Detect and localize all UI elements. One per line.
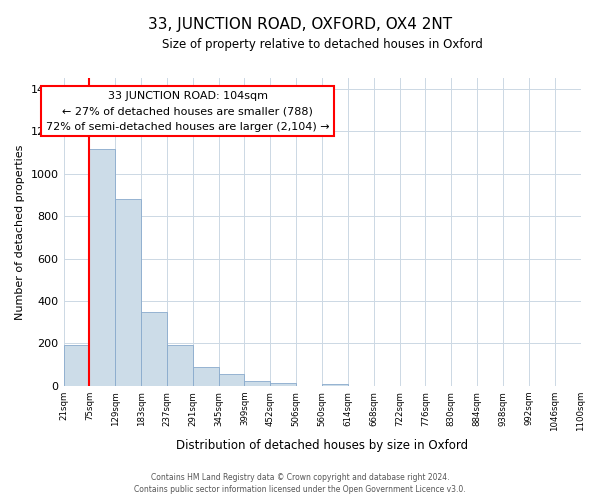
Bar — [64, 344, 89, 386]
Text: 33 JUNCTION ROAD: 104sqm
← 27% of detached houses are smaller (788)
72% of semi-: 33 JUNCTION ROAD: 104sqm ← 27% of detach… — [46, 91, 329, 132]
Bar — [218, 374, 244, 386]
Bar — [244, 380, 271, 386]
Text: Contains HM Land Registry data © Crown copyright and database right 2024.
Contai: Contains HM Land Registry data © Crown c… — [134, 472, 466, 494]
Bar — [89, 149, 115, 386]
Bar — [271, 382, 296, 386]
X-axis label: Distribution of detached houses by size in Oxford: Distribution of detached houses by size … — [176, 440, 468, 452]
Bar — [115, 199, 141, 386]
Title: Size of property relative to detached houses in Oxford: Size of property relative to detached ho… — [161, 38, 482, 51]
Bar — [141, 312, 167, 386]
Bar — [167, 344, 193, 386]
Y-axis label: Number of detached properties: Number of detached properties — [15, 144, 25, 320]
Bar — [322, 384, 348, 386]
Bar — [193, 367, 218, 386]
Text: 33, JUNCTION ROAD, OXFORD, OX4 2NT: 33, JUNCTION ROAD, OXFORD, OX4 2NT — [148, 18, 452, 32]
